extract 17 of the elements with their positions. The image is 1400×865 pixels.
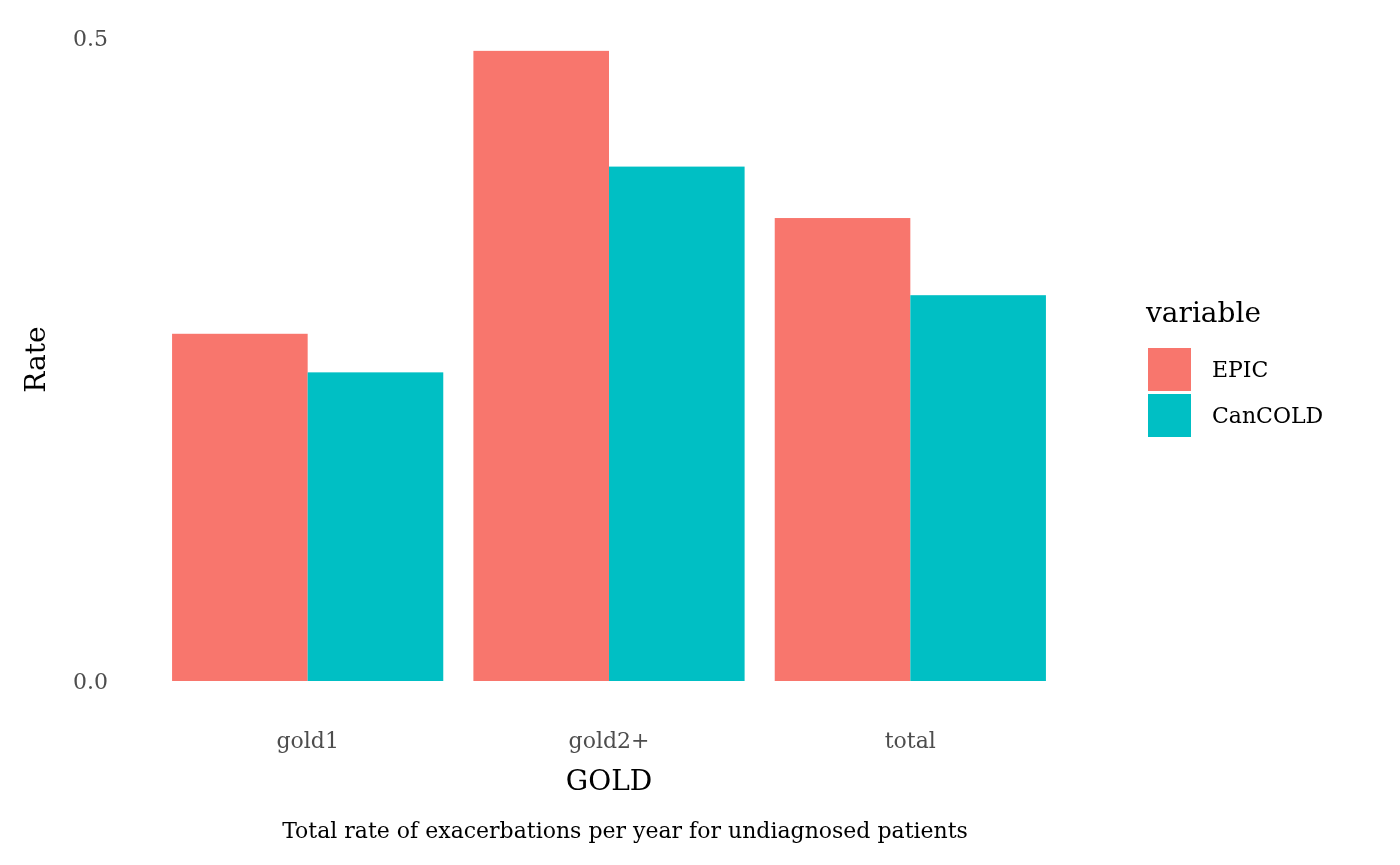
bar xyxy=(609,166,745,681)
bar xyxy=(774,218,911,681)
legend-label: CanCOLD xyxy=(1212,403,1324,429)
y-tick-label: 0.0 xyxy=(73,668,108,694)
bar xyxy=(307,372,444,681)
y-axis-title: Rate xyxy=(18,326,52,393)
legend-label: EPIC xyxy=(1212,357,1269,383)
x-tick-label: gold1 xyxy=(276,727,339,753)
legend-title: variable xyxy=(1145,295,1261,329)
bar xyxy=(473,50,609,681)
x-tick-label: total xyxy=(884,727,936,753)
x-axis-title: GOLD xyxy=(565,763,653,797)
bar xyxy=(910,295,1046,681)
text: Total rate of exacerbations per year for undiagnosed patients xyxy=(282,817,968,843)
x-tick-label: gold2+ xyxy=(568,727,650,753)
bar xyxy=(172,333,308,681)
y-tick-label: 0.5 xyxy=(73,25,108,51)
